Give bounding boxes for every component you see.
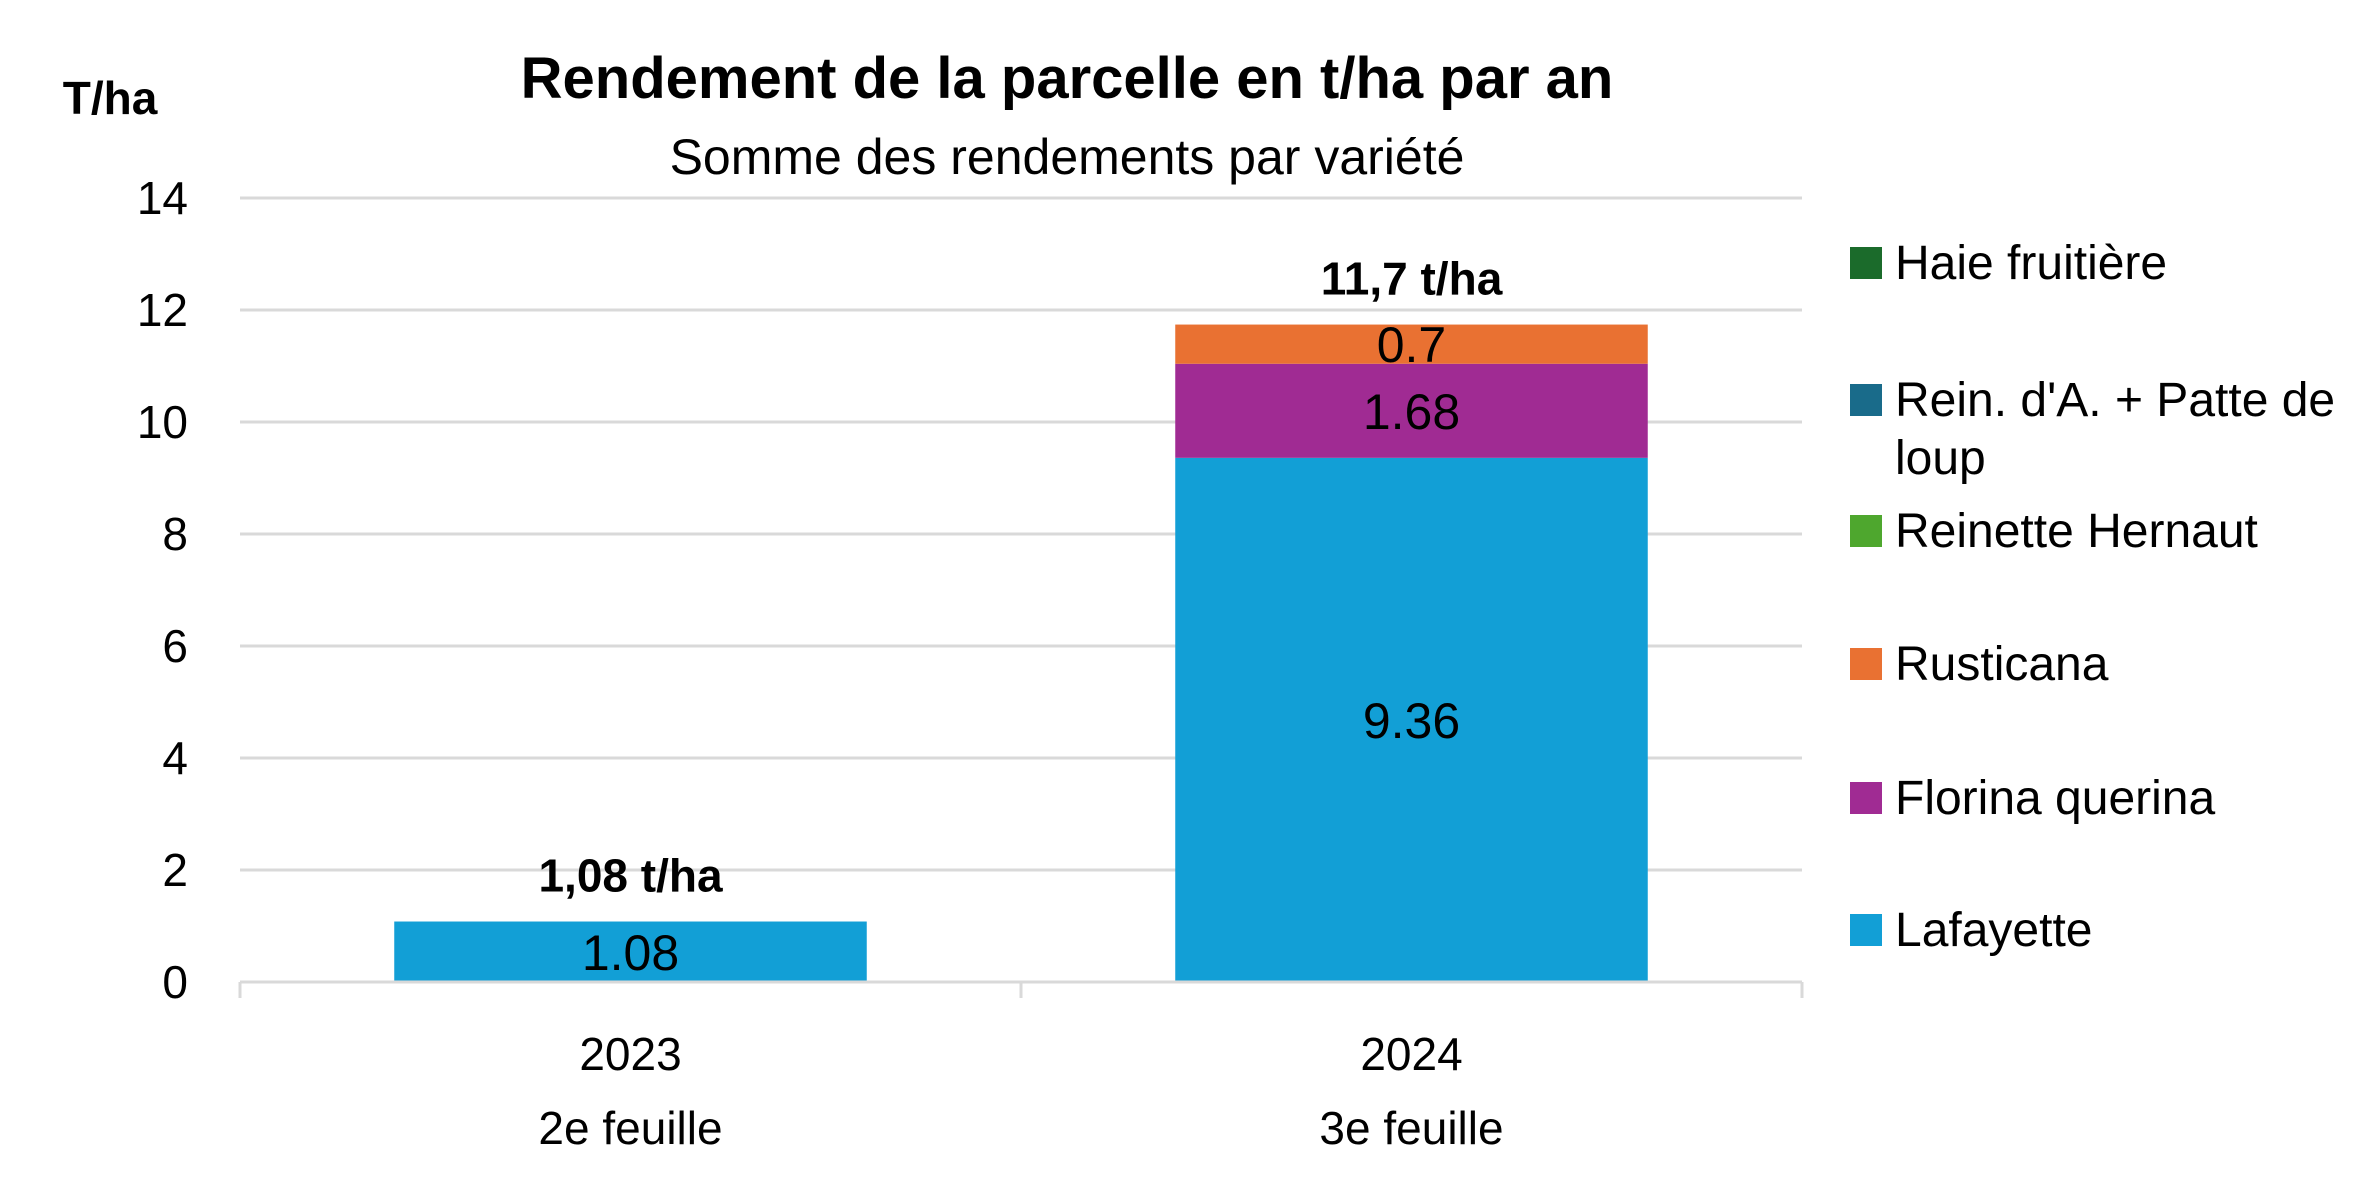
y-tick-label: 2 (162, 844, 188, 896)
chart-subtitle: Somme des rendements par variété (670, 129, 1465, 185)
bar-total-label: 11,7 t/ha (1321, 253, 1503, 305)
legend-label: Haie fruitière (1895, 237, 2167, 290)
legend-label: Florina querina (1895, 772, 2215, 825)
y-tick-label: 0 (162, 956, 188, 1008)
legend-label: Rusticana (1895, 638, 2109, 691)
legend-label: Lafayette (1895, 904, 2092, 957)
bar-segment-rusticana (1175, 324, 1648, 364)
bar-value-label: 1.68 (1363, 384, 1460, 440)
chart-title: Rendement de la parcelle en t/ha par an (521, 46, 1614, 111)
legend-label: Reinette Hernaut (1895, 505, 2258, 558)
legend-swatch (1850, 914, 1882, 946)
bar-value-label: 0.7 (1377, 317, 1447, 373)
x-category-sublabel: 3e feuille (1319, 1102, 1503, 1154)
y-tick-label: 4 (162, 732, 188, 784)
bar-segment-lafayette (394, 921, 867, 982)
y-tick-label: 12 (137, 284, 188, 336)
bars (394, 324, 1648, 983)
bar-segment-florina-querina (1175, 363, 1648, 458)
legend-swatch (1850, 384, 1882, 416)
x-category-sublabel: 2e feuille (538, 1102, 722, 1154)
legend-swatch (1850, 515, 1882, 547)
bar-value-label: 9.36 (1363, 693, 1460, 749)
legend: Haie fruitière Rein. d'A. + Patte de loup R… (1850, 237, 2335, 957)
x-category-label: 2023 (579, 1028, 681, 1080)
legend-swatch (1850, 247, 1882, 279)
gridlines (240, 196, 1802, 872)
legend-swatch (1850, 782, 1882, 814)
y-tick-label: 8 (162, 508, 188, 560)
y-tick-label: 10 (137, 396, 188, 448)
bar-segment-lafayette (1175, 457, 1648, 983)
axes: 0 2 4 6 8 10 12 14 2023 2e feuille 2024 3e feuille (137, 172, 1804, 1154)
legend-swatch (1850, 648, 1882, 680)
y-axis-label: T/ha (63, 72, 158, 124)
x-category-label: 2024 (1360, 1028, 1462, 1080)
bar-value-label: 1.08 (582, 925, 679, 981)
bar-total-label: 1,08 t/ha (538, 850, 723, 902)
data-labels: 1.08 1,08 t/ha 9.36 1.68 0.7 11,7 t/ha (538, 253, 1502, 981)
legend-label: Rein. d'A. + Patte de loup (1895, 374, 2335, 485)
y-tick-label: 6 (162, 620, 188, 672)
y-tick-label: 14 (137, 172, 188, 224)
